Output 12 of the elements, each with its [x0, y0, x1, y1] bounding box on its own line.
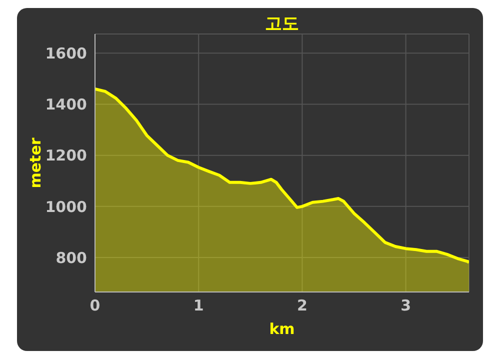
- y-tick-label: 1400: [45, 96, 87, 114]
- y-tick-label: 1200: [45, 146, 87, 165]
- y-tick-label: 1000: [45, 198, 87, 216]
- x-tick-label: 2: [296, 296, 308, 315]
- y-axis-title: meter: [26, 137, 44, 188]
- x-tick-label: 3: [400, 296, 412, 315]
- y-tick-label: 1600: [45, 44, 87, 62]
- x-axis-title: km: [269, 320, 295, 338]
- x-tick-label: 1: [193, 296, 204, 315]
- y-tick-label: 800: [56, 248, 87, 267]
- chart-title: 고도: [264, 13, 300, 35]
- x-tick-label: 0: [90, 296, 100, 315]
